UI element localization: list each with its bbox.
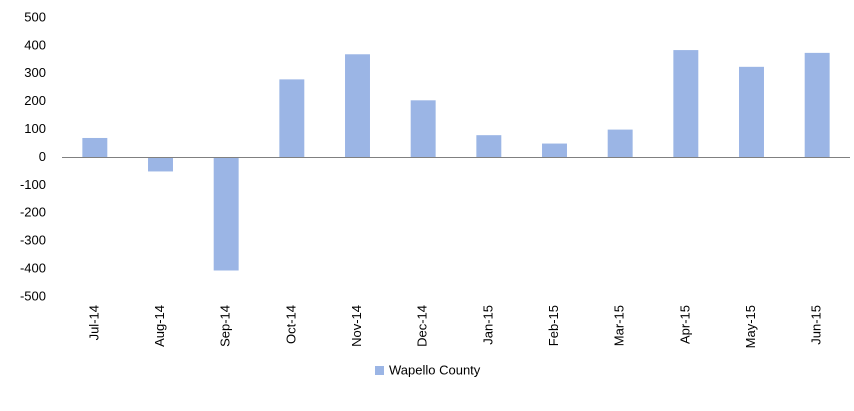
bar [673,50,699,158]
x-tick-label: Jul-14 [86,305,101,340]
y-tick-label: 300 [24,65,46,80]
bar [410,100,436,158]
x-tick-label: Jun-15 [809,305,824,345]
x-tick-label: Dec-14 [415,305,430,347]
x-tick-label: Jan-15 [480,305,495,345]
bar [542,143,567,158]
bar [213,157,239,271]
bar [607,129,633,158]
legend-label: Wapello County [389,362,481,377]
x-tick-label: May-15 [743,305,758,348]
x-tick-label: Oct-14 [283,305,298,344]
y-tick-label: -400 [20,261,46,276]
bar [279,79,305,158]
x-tick-label: Apr-15 [677,305,692,344]
bar [739,66,764,158]
y-tick-label: 0 [39,149,46,164]
bar [345,54,370,158]
x-tick-label: Nov-14 [349,305,364,347]
y-tick-label: 400 [24,37,46,52]
legend-swatch [375,366,384,375]
y-tick-label: -300 [20,233,46,248]
y-tick-label: 200 [24,93,46,108]
y-tick-label: -500 [20,288,46,303]
y-tick-label: 100 [24,121,46,136]
bar [804,52,830,158]
y-tick-label: 500 [24,9,46,24]
x-tick-label: Mar-15 [612,305,627,346]
bar [476,135,502,158]
bar [148,157,173,172]
x-tick-label: Sep-14 [218,305,233,347]
y-tick-label: -200 [20,205,46,220]
y-tick-label: -100 [20,177,46,192]
bar [82,137,108,158]
x-tick-label: Feb-15 [546,305,561,346]
x-tick-label: Aug-14 [152,305,167,347]
